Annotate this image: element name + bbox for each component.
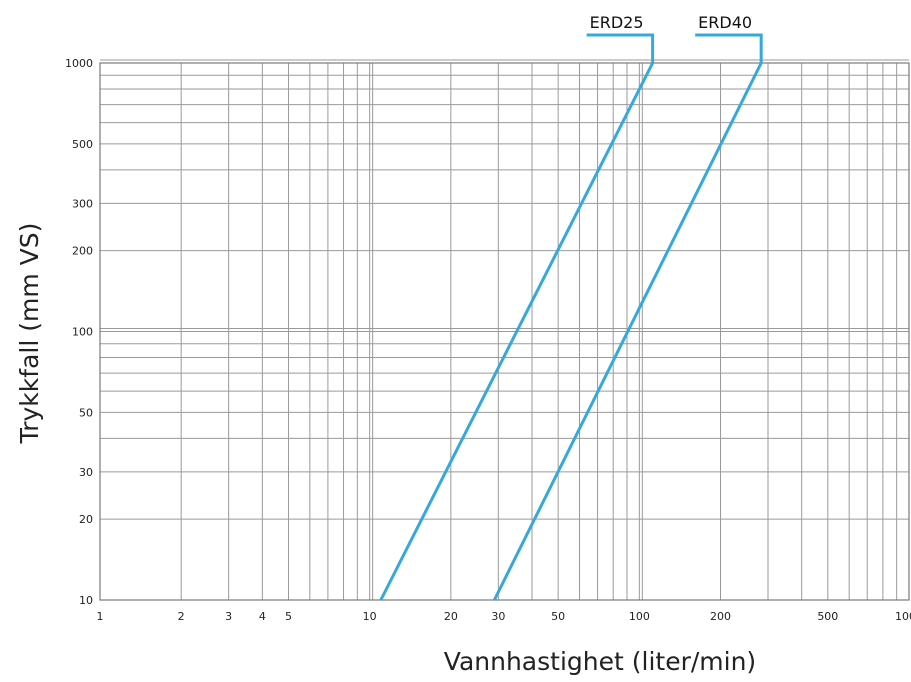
x-tick-label: 50 <box>551 610 565 623</box>
y-tick-label: 100 <box>72 326 93 339</box>
grid <box>99 59 910 601</box>
series-line-erd25 <box>379 33 655 601</box>
x-tick-label: 30 <box>491 610 505 623</box>
x-tick-label: 20 <box>444 610 458 623</box>
y-tick-label: 1000 <box>65 57 93 70</box>
y-tick-label: 300 <box>72 197 93 210</box>
x-tick-label: 500 <box>817 610 838 623</box>
x-tick-label: 5 <box>285 610 292 623</box>
x-tick-label: 200 <box>710 610 731 623</box>
x-tick-label: 2 <box>178 610 185 623</box>
tick-labels: 1 2 3 4 5 10 20 30 50 100 200 500 1000 10 20 30 50 100 200… <box>65 57 911 623</box>
x-tick-label: 1000 <box>895 610 911 623</box>
x-tick-label: 3 <box>225 610 232 623</box>
x-axis-title: Vannhastighet (liter/min) <box>444 647 756 676</box>
series-label-erd40: ERD40 <box>698 13 752 32</box>
x-tick-label: 100 <box>629 610 650 623</box>
y-tick-label: 30 <box>79 466 93 479</box>
x-tick-label: 10 <box>363 610 377 623</box>
y-axis-title: Trykkfall (mm VS) <box>15 223 44 445</box>
series-line-erd40 <box>493 33 763 601</box>
x-tick-label: 4 <box>259 610 266 623</box>
y-tick-label: 200 <box>72 245 93 258</box>
series-layer: ERD25 ERD40 <box>379 13 763 601</box>
y-tick-label: 20 <box>79 513 93 526</box>
y-tick-label: 10 <box>79 594 93 607</box>
y-tick-label: 50 <box>79 406 93 419</box>
series-label-erd25: ERD25 <box>590 13 644 32</box>
y-tick-label: 500 <box>72 138 93 151</box>
x-tick-label: 1 <box>97 610 104 623</box>
plot-frame <box>99 62 910 601</box>
